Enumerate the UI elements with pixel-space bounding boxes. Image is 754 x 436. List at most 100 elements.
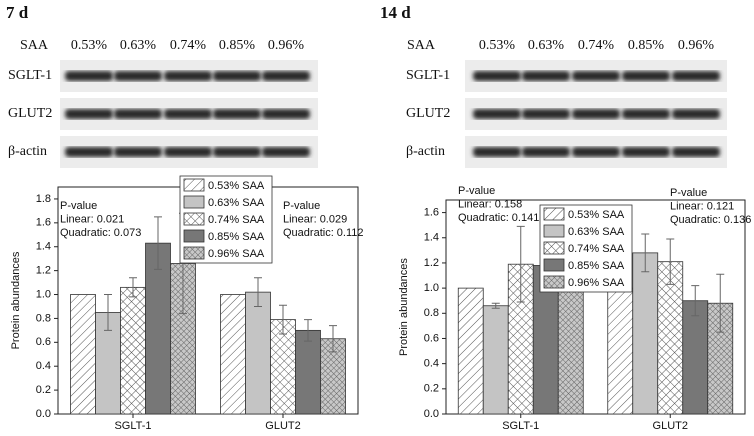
lane-label: 0.96% bbox=[268, 38, 305, 53]
annotation: P-value bbox=[283, 200, 320, 212]
x-tick-label: GLUT2 bbox=[653, 420, 688, 432]
annotation: Linear: 0.121 bbox=[670, 200, 734, 212]
blot-band bbox=[473, 147, 521, 157]
band-label: GLUT2 bbox=[8, 106, 52, 121]
legend-label: 0.53% SAA bbox=[568, 209, 625, 221]
bar bbox=[482, 305, 509, 415]
panel-title: 14 d bbox=[380, 3, 411, 22]
error-bar bbox=[104, 294, 112, 331]
legend-label: 0.74% SAA bbox=[208, 214, 265, 226]
blot-band bbox=[164, 71, 212, 81]
panel-title: 7 d bbox=[6, 3, 29, 22]
lane-label: 0.74% bbox=[170, 38, 207, 53]
y-tick-label: 0.2 bbox=[424, 383, 439, 395]
row-label: SAA bbox=[20, 38, 49, 53]
blot-band bbox=[164, 109, 212, 119]
y-tick-label: 0.0 bbox=[36, 408, 51, 420]
bar bbox=[682, 300, 709, 415]
y-tick-label: 1.2 bbox=[36, 265, 51, 277]
blot-band bbox=[622, 109, 670, 119]
band-label: SGLT-1 bbox=[406, 68, 450, 83]
y-tick-label: 1.0 bbox=[424, 282, 439, 294]
blot-band bbox=[622, 147, 670, 157]
y-tick-label: 1.4 bbox=[424, 232, 439, 244]
y-axis-label: Protein abundances bbox=[398, 258, 410, 356]
blot-band bbox=[522, 109, 570, 119]
blot-band bbox=[65, 147, 113, 157]
bar bbox=[245, 291, 271, 415]
legend-label: 0.85% SAA bbox=[208, 231, 265, 243]
y-tick-label: 0.6 bbox=[36, 336, 51, 348]
blot-band bbox=[114, 109, 162, 119]
blot-band bbox=[65, 71, 113, 81]
blot-band bbox=[213, 147, 261, 157]
legend-swatch bbox=[183, 195, 205, 209]
y-tick-label: 0.0 bbox=[424, 408, 439, 420]
error-bar bbox=[279, 304, 287, 335]
bar bbox=[70, 294, 96, 415]
legend-label: 0.53% SAA bbox=[208, 180, 265, 192]
row-label: SAA bbox=[407, 38, 436, 53]
annotation: Quadratic: 0.141 bbox=[458, 212, 539, 224]
blot-band bbox=[672, 71, 720, 81]
blot-band bbox=[65, 109, 113, 119]
lane-label: 0.74% bbox=[578, 38, 615, 53]
x-tick-label: SGLT-1 bbox=[114, 420, 151, 432]
legend-label: 0.74% SAA bbox=[568, 243, 625, 255]
lane-label: 0.96% bbox=[678, 38, 715, 53]
blot-band bbox=[672, 147, 720, 157]
annotation: P-value bbox=[670, 187, 707, 199]
legend-swatch bbox=[183, 178, 205, 192]
error-bar bbox=[491, 302, 500, 309]
lane-label: 0.85% bbox=[628, 38, 665, 53]
bar bbox=[557, 275, 584, 415]
blot-band bbox=[622, 71, 670, 81]
error-bar bbox=[154, 216, 162, 270]
y-tick-label: 0.2 bbox=[36, 384, 51, 396]
error-bar bbox=[304, 319, 312, 342]
blot-band bbox=[213, 71, 261, 81]
blot-band bbox=[114, 147, 162, 157]
blot-band bbox=[262, 71, 310, 81]
legend-label: 0.96% SAA bbox=[568, 277, 625, 289]
y-tick-label: 1.6 bbox=[36, 217, 51, 229]
blot-band bbox=[522, 147, 570, 157]
blot-band bbox=[572, 109, 620, 119]
y-tick-label: 0.8 bbox=[36, 312, 51, 324]
blot-band bbox=[213, 109, 261, 119]
lane-label: 0.53% bbox=[479, 38, 516, 53]
y-tick-label: 1.2 bbox=[424, 257, 439, 269]
lane-label: 0.63% bbox=[120, 38, 157, 53]
y-tick-label: 1.8 bbox=[36, 193, 51, 205]
blot-band bbox=[262, 109, 310, 119]
legend-swatch bbox=[183, 229, 205, 243]
legend-swatch bbox=[543, 224, 565, 238]
blot-band bbox=[672, 109, 720, 119]
annotation: P-value bbox=[458, 185, 495, 197]
blot-band bbox=[572, 147, 620, 157]
legend-label: 0.85% SAA bbox=[568, 260, 625, 272]
bar bbox=[145, 242, 171, 415]
legend-swatch bbox=[183, 212, 205, 226]
annotation: Linear: 0.021 bbox=[60, 213, 124, 225]
annotation: Quadratic: 0.073 bbox=[60, 227, 141, 239]
error-bar bbox=[329, 325, 337, 353]
blot-band bbox=[522, 71, 570, 81]
bar bbox=[607, 287, 634, 415]
x-tick-label: GLUT2 bbox=[265, 420, 300, 432]
bar bbox=[657, 261, 684, 415]
y-tick-label: 0.4 bbox=[36, 360, 51, 372]
error-bar bbox=[254, 277, 262, 307]
legend-swatch bbox=[543, 258, 565, 272]
annotation: Linear: 0.029 bbox=[283, 213, 347, 225]
annotation: Linear: 0.158 bbox=[458, 198, 522, 210]
bar bbox=[295, 329, 321, 415]
band-label: β-actin bbox=[406, 144, 445, 159]
bar bbox=[120, 286, 146, 415]
lane-label: 0.53% bbox=[71, 38, 108, 53]
y-tick-label: 0.4 bbox=[424, 358, 439, 370]
y-tick-label: 0.8 bbox=[424, 307, 439, 319]
annotation: Quadratic: 0.112 bbox=[283, 227, 364, 239]
error-bar bbox=[666, 238, 675, 285]
